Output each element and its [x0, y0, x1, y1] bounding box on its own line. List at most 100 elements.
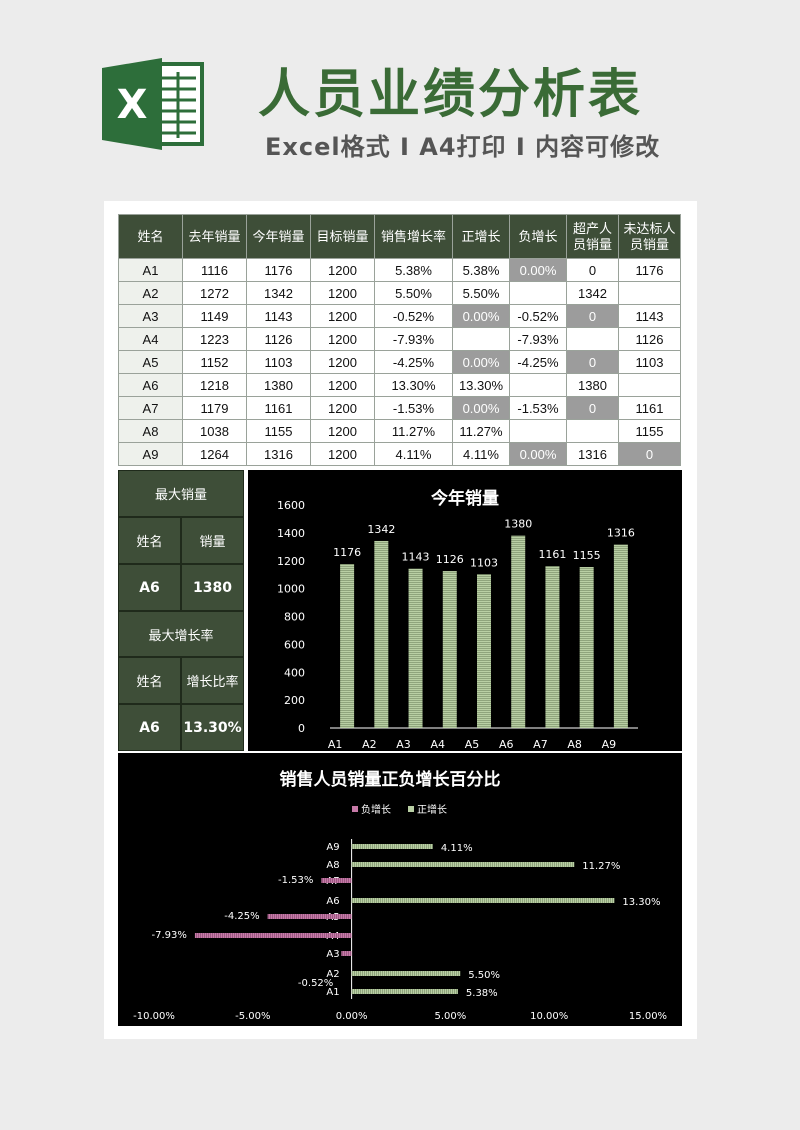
cell-pos: 11.27%	[452, 419, 510, 443]
legend-pos-swatch	[408, 806, 414, 812]
max-sales-name-label: 姓名	[118, 517, 181, 564]
neg-bar-label: -4.25%	[224, 911, 259, 922]
cell-pos	[452, 327, 510, 351]
cell-neg: -0.52%	[509, 304, 567, 328]
page-title: 人员业绩分析表	[258, 65, 644, 125]
sales-chart-title: 今年销量	[431, 488, 499, 509]
x-tick-label: A1	[328, 738, 343, 751]
cell-this: 1342	[246, 281, 311, 305]
y-tick-label: 400	[284, 666, 305, 679]
cell-pos: 0.00%	[452, 396, 510, 420]
cell-target: 1200	[310, 442, 375, 466]
cell-pos: 5.50%	[452, 281, 510, 305]
cell-rate: 5.38%	[374, 258, 453, 282]
neg-bar-label: -0.52%	[298, 978, 333, 989]
bar-value-label: 1380	[504, 518, 532, 531]
table-header-6: 负增长	[509, 214, 567, 259]
cell-pos: 0.00%	[452, 350, 510, 374]
neg-bar-label: -1.53%	[278, 875, 313, 886]
x-tick-label: A7	[533, 738, 548, 751]
cell-neg: -7.93%	[509, 327, 567, 351]
table-header-4: 销售增长率	[374, 214, 453, 259]
y-tick-label: 1600	[277, 499, 305, 512]
cell-under: 1161	[618, 396, 681, 420]
cell-target: 1200	[310, 281, 375, 305]
table-header-1: 去年销量	[182, 214, 247, 259]
max-growth-title: 最大增长率	[118, 611, 244, 657]
pos-bar-label: 4.11%	[441, 843, 473, 854]
y-tick-label: 200	[284, 694, 305, 707]
cell-over: 1380	[566, 373, 619, 397]
x-tick-label: 5.00%	[435, 1011, 467, 1022]
cell-under: 1103	[618, 350, 681, 374]
y-tick-label: 0	[298, 722, 305, 735]
cell-over: 0	[566, 258, 619, 282]
cell-rate: 5.50%	[374, 281, 453, 305]
cell-under: 0	[618, 442, 681, 466]
max-sales-title: 最大销量	[118, 470, 244, 517]
pos-bar-label: 11.27%	[582, 861, 620, 872]
cell-target: 1200	[310, 396, 375, 420]
bar-A7	[545, 566, 560, 728]
x-tick-label: -10.00%	[133, 1011, 175, 1022]
cell-name: A1	[118, 258, 183, 282]
table-row: A6 1218 1380 1200 13.30% 13.30% 1380	[118, 373, 681, 397]
x-tick-label: A8	[567, 738, 582, 751]
bar-value-label: 1143	[402, 551, 430, 564]
x-tick-label: 0.00%	[336, 1011, 368, 1022]
max-sales-value-label: 销量	[181, 517, 244, 564]
y-tick-label: 1400	[277, 527, 305, 540]
bar-value-label: 1342	[367, 523, 395, 536]
cell-pos: 0.00%	[452, 304, 510, 328]
cell-name: A2	[118, 281, 183, 305]
sales-bar-chart-svg: 今年销量 0 200 400 600 800 1000 1200 1400 1600 A1 A2 A3…	[277, 488, 638, 751]
cell-target: 1200	[310, 304, 375, 328]
pos-bar-label: 5.50%	[468, 970, 500, 981]
pos-bar-A8	[351, 862, 575, 867]
cell-under: 1155	[618, 419, 681, 443]
max-growth-name-label: 姓名	[118, 657, 181, 704]
cell-under: 1176	[618, 258, 681, 282]
cell-last: 1264	[182, 442, 247, 466]
legend-neg-swatch	[352, 806, 358, 812]
table-body: A1 1116 1176 1200 5.38% 5.38% 0.00% 0 1176 A2 1272…	[118, 258, 681, 466]
cell-rate: 4.11%	[374, 442, 453, 466]
table-header-2: 今年销量	[246, 214, 311, 259]
table-row: A2 1272 1342 1200 5.50% 5.50% 1342	[118, 281, 681, 305]
table-header-8: 未达标人员销量	[618, 214, 681, 259]
table-header-0: 姓名	[118, 214, 183, 259]
bar-A4	[442, 571, 457, 728]
excel-icon: X	[102, 58, 204, 150]
cell-under: 1126	[618, 327, 681, 351]
bar-A3	[408, 568, 423, 728]
pos-bar-label: 5.38%	[466, 988, 498, 999]
cell-last: 1223	[182, 327, 247, 351]
cell-rate: -1.53%	[374, 396, 453, 420]
y-tick-label: A1	[326, 987, 339, 998]
cell-last: 1152	[182, 350, 247, 374]
cell-name: A8	[118, 419, 183, 443]
cell-over: 0	[566, 304, 619, 328]
y-tick-label: 1200	[277, 555, 305, 568]
cell-last: 1272	[182, 281, 247, 305]
cell-last: 1149	[182, 304, 247, 328]
x-tick-label: 15.00%	[629, 1011, 667, 1022]
growth-chart-legend: 负增长 正增长	[352, 803, 447, 816]
bar-value-label: 1103	[470, 556, 498, 569]
sales-table: 姓名 去年销量 今年销量 目标销量 销售增长率 正增长 负增长 超产人员销量 未达标人员销量 A…	[118, 214, 681, 466]
growth-bar-chart-svg: 销售人员销量正负增长百分比 负增长 正增长 A1A2A3A4A5A6A7A8A9…	[133, 769, 667, 1022]
bar-value-label: 1316	[607, 527, 635, 540]
y-tick-label: 1000	[277, 583, 305, 596]
cell-this: 1103	[246, 350, 311, 374]
cell-rate: 11.27%	[374, 419, 453, 443]
table-row: A8 1038 1155 1200 11.27% 11.27% 1155	[118, 419, 681, 443]
cell-neg: 0.00%	[509, 258, 567, 282]
cell-name: A5	[118, 350, 183, 374]
header: X 人员业绩分析表 Excel格式 I A4打印 I 内容可修改	[0, 0, 800, 200]
x-tick-label: A2	[362, 738, 377, 751]
table-header-7: 超产人员销量	[566, 214, 619, 259]
neg-bar-A4	[194, 933, 352, 938]
bar-A9	[613, 544, 628, 728]
table-row: A9 1264 1316 1200 4.11% 4.11% 0.00% 1316 0	[118, 442, 681, 466]
summary-panel: 最大销量 姓名 销量 A6 1380 最大增长率 姓名 增长比率 A6 13.3…	[118, 470, 244, 751]
